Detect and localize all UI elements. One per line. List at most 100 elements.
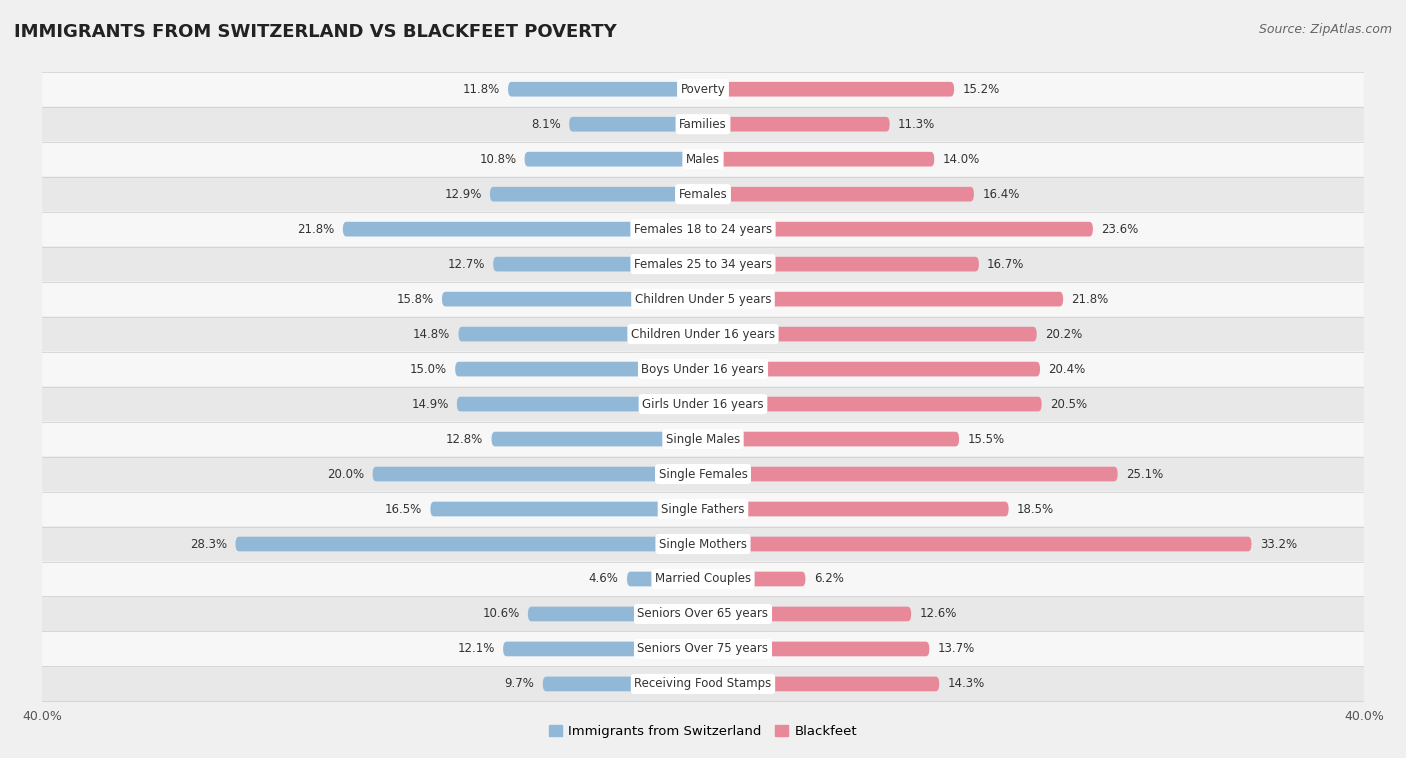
FancyBboxPatch shape	[430, 502, 703, 516]
FancyBboxPatch shape	[42, 387, 1364, 421]
FancyBboxPatch shape	[703, 117, 890, 132]
Text: 15.0%: 15.0%	[409, 362, 447, 375]
FancyBboxPatch shape	[42, 491, 1364, 527]
Text: 25.1%: 25.1%	[1126, 468, 1163, 481]
Text: 18.5%: 18.5%	[1017, 503, 1054, 515]
Text: Males: Males	[686, 152, 720, 166]
FancyBboxPatch shape	[441, 292, 703, 306]
Text: 15.8%: 15.8%	[396, 293, 433, 305]
Text: 12.9%: 12.9%	[444, 188, 482, 201]
FancyBboxPatch shape	[42, 211, 1364, 246]
Text: Seniors Over 65 years: Seniors Over 65 years	[637, 607, 769, 621]
FancyBboxPatch shape	[456, 362, 703, 377]
FancyBboxPatch shape	[235, 537, 703, 551]
FancyBboxPatch shape	[524, 152, 703, 167]
Text: Females 25 to 34 years: Females 25 to 34 years	[634, 258, 772, 271]
FancyBboxPatch shape	[42, 282, 1364, 317]
Text: Females 18 to 24 years: Females 18 to 24 years	[634, 223, 772, 236]
Text: 12.1%: 12.1%	[457, 643, 495, 656]
FancyBboxPatch shape	[42, 352, 1364, 387]
Text: 10.6%: 10.6%	[482, 607, 520, 621]
Text: Receiving Food Stamps: Receiving Food Stamps	[634, 678, 772, 691]
FancyBboxPatch shape	[42, 562, 1364, 597]
FancyBboxPatch shape	[457, 396, 703, 412]
FancyBboxPatch shape	[42, 72, 1364, 107]
FancyBboxPatch shape	[703, 677, 939, 691]
FancyBboxPatch shape	[627, 572, 703, 587]
Text: 6.2%: 6.2%	[814, 572, 844, 585]
FancyBboxPatch shape	[42, 246, 1364, 282]
Text: 10.8%: 10.8%	[479, 152, 516, 166]
FancyBboxPatch shape	[42, 177, 1364, 211]
Text: 12.8%: 12.8%	[446, 433, 484, 446]
FancyBboxPatch shape	[703, 292, 1063, 306]
Text: Single Males: Single Males	[666, 433, 740, 446]
FancyBboxPatch shape	[42, 142, 1364, 177]
Text: 14.9%: 14.9%	[411, 398, 449, 411]
Text: Single Fathers: Single Fathers	[661, 503, 745, 515]
Text: 33.2%: 33.2%	[1260, 537, 1296, 550]
Text: 13.7%: 13.7%	[938, 643, 974, 656]
Text: 15.5%: 15.5%	[967, 433, 1004, 446]
FancyBboxPatch shape	[703, 396, 1042, 412]
FancyBboxPatch shape	[569, 117, 703, 132]
Text: 20.5%: 20.5%	[1050, 398, 1087, 411]
FancyBboxPatch shape	[42, 107, 1364, 142]
Text: 16.5%: 16.5%	[385, 503, 422, 515]
FancyBboxPatch shape	[343, 222, 703, 236]
FancyBboxPatch shape	[42, 631, 1364, 666]
Text: Children Under 5 years: Children Under 5 years	[634, 293, 772, 305]
FancyBboxPatch shape	[543, 677, 703, 691]
FancyBboxPatch shape	[703, 502, 1008, 516]
Text: Poverty: Poverty	[681, 83, 725, 96]
Text: Boys Under 16 years: Boys Under 16 years	[641, 362, 765, 375]
Text: 15.2%: 15.2%	[962, 83, 1000, 96]
Text: 12.6%: 12.6%	[920, 607, 957, 621]
Text: 11.8%: 11.8%	[463, 83, 499, 96]
Text: 14.8%: 14.8%	[413, 327, 450, 340]
Text: IMMIGRANTS FROM SWITZERLAND VS BLACKFEET POVERTY: IMMIGRANTS FROM SWITZERLAND VS BLACKFEET…	[14, 23, 617, 41]
FancyBboxPatch shape	[503, 641, 703, 656]
Text: 4.6%: 4.6%	[589, 572, 619, 585]
FancyBboxPatch shape	[42, 597, 1364, 631]
FancyBboxPatch shape	[42, 421, 1364, 456]
Text: Families: Families	[679, 117, 727, 130]
Text: Single Mothers: Single Mothers	[659, 537, 747, 550]
Text: Married Couples: Married Couples	[655, 572, 751, 585]
Text: Source: ZipAtlas.com: Source: ZipAtlas.com	[1258, 23, 1392, 36]
Text: 21.8%: 21.8%	[297, 223, 335, 236]
Text: 12.7%: 12.7%	[447, 258, 485, 271]
FancyBboxPatch shape	[703, 432, 959, 446]
FancyBboxPatch shape	[373, 467, 703, 481]
Text: 28.3%: 28.3%	[190, 537, 228, 550]
FancyBboxPatch shape	[703, 362, 1040, 377]
Text: 9.7%: 9.7%	[505, 678, 534, 691]
Text: 20.0%: 20.0%	[328, 468, 364, 481]
Text: 16.4%: 16.4%	[983, 188, 1019, 201]
Text: 11.3%: 11.3%	[898, 117, 935, 130]
FancyBboxPatch shape	[703, 606, 911, 622]
Text: 23.6%: 23.6%	[1101, 223, 1139, 236]
FancyBboxPatch shape	[703, 222, 1092, 236]
FancyBboxPatch shape	[703, 257, 979, 271]
FancyBboxPatch shape	[42, 527, 1364, 562]
Text: 8.1%: 8.1%	[531, 117, 561, 130]
FancyBboxPatch shape	[42, 317, 1364, 352]
Text: 20.2%: 20.2%	[1045, 327, 1083, 340]
FancyBboxPatch shape	[458, 327, 703, 341]
FancyBboxPatch shape	[527, 606, 703, 622]
FancyBboxPatch shape	[42, 456, 1364, 491]
FancyBboxPatch shape	[492, 432, 703, 446]
FancyBboxPatch shape	[703, 641, 929, 656]
FancyBboxPatch shape	[42, 666, 1364, 701]
FancyBboxPatch shape	[703, 467, 1118, 481]
Text: 20.4%: 20.4%	[1049, 362, 1085, 375]
FancyBboxPatch shape	[703, 327, 1036, 341]
Text: Girls Under 16 years: Girls Under 16 years	[643, 398, 763, 411]
FancyBboxPatch shape	[703, 152, 934, 167]
Text: Seniors Over 75 years: Seniors Over 75 years	[637, 643, 769, 656]
FancyBboxPatch shape	[703, 537, 1251, 551]
FancyBboxPatch shape	[508, 82, 703, 96]
FancyBboxPatch shape	[703, 572, 806, 587]
Text: 14.3%: 14.3%	[948, 678, 984, 691]
